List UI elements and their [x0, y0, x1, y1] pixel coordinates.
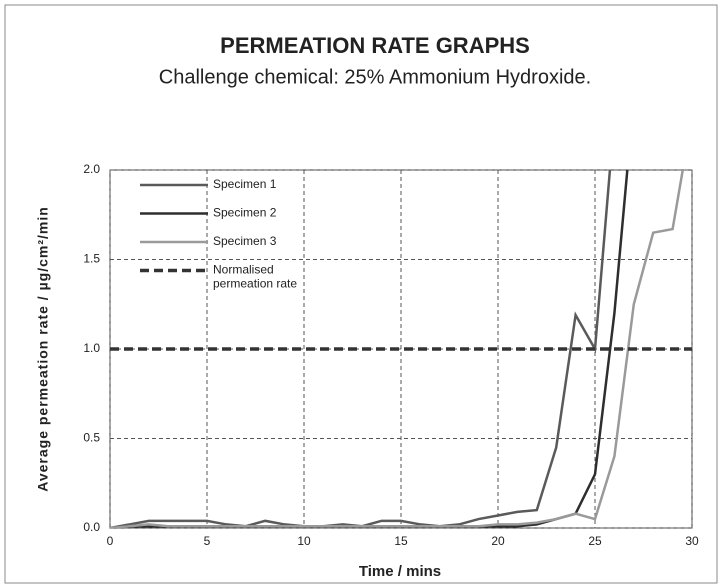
- x-tick-label: 10: [297, 534, 311, 548]
- x-tick-label: 20: [491, 534, 505, 548]
- chart-title: PERMEATION RATE GRAPHS: [220, 33, 530, 58]
- frame: [4, 4, 718, 584]
- legend-label: Specimen 3: [213, 234, 277, 248]
- y-tick-label: 0.0: [83, 520, 100, 534]
- y-tick-label: 1.5: [83, 252, 100, 266]
- y-tick-label: 2.0: [83, 162, 100, 176]
- legend-label: Normalised permeation rate: [213, 263, 297, 291]
- y-axis-label: Average permeation rate / µg/cm²/min: [35, 206, 51, 492]
- legend-line: permeation rate: [213, 277, 297, 291]
- y-tick-label: 1.0: [83, 341, 100, 355]
- x-tick-label: 15: [394, 534, 408, 548]
- x-tick-label: 25: [588, 534, 602, 548]
- x-tick-label: 0: [107, 534, 114, 548]
- series-line: [110, 170, 685, 528]
- x-tick-label: 5: [204, 534, 211, 548]
- series-group: [110, 170, 692, 528]
- x-axis-label: Time / mins: [359, 563, 441, 580]
- series-line: [110, 170, 612, 528]
- series-line: [110, 170, 629, 528]
- x-tick-label: 30: [685, 534, 699, 548]
- legend-line: Normalised: [213, 263, 277, 277]
- y-tick-label: 0.5: [83, 431, 100, 445]
- legend-label: Specimen 1: [213, 177, 277, 191]
- chart-subtitle: Challenge chemical: 25% Ammonium Hydroxi…: [159, 66, 591, 88]
- legend-label: Specimen 2: [213, 206, 277, 220]
